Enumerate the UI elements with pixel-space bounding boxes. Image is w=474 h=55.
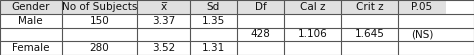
- Text: No of Subjects: No of Subjects: [62, 2, 137, 12]
- Text: 1.35: 1.35: [201, 16, 225, 26]
- Bar: [284, 41, 341, 55]
- Bar: [284, 0, 341, 14]
- Text: 3.37: 3.37: [152, 16, 175, 26]
- Bar: [137, 28, 190, 41]
- Bar: [62, 0, 137, 14]
- Bar: [237, 41, 284, 55]
- Bar: [398, 28, 446, 41]
- Bar: [237, 28, 284, 41]
- Text: 150: 150: [90, 16, 109, 26]
- Text: Male: Male: [18, 16, 43, 26]
- Bar: [190, 28, 237, 41]
- Text: 1.645: 1.645: [355, 29, 385, 39]
- Bar: [0, 0, 62, 14]
- Bar: [137, 14, 190, 28]
- Text: (NS): (NS): [410, 29, 433, 39]
- Text: Sd: Sd: [207, 2, 220, 12]
- Bar: [137, 0, 190, 14]
- Bar: [62, 28, 137, 41]
- Bar: [341, 0, 398, 14]
- Bar: [62, 14, 137, 28]
- Bar: [137, 41, 190, 55]
- Bar: [237, 14, 284, 28]
- Text: 280: 280: [90, 43, 109, 53]
- Text: Df: Df: [255, 2, 266, 12]
- Text: P.05: P.05: [411, 2, 432, 12]
- Text: 3.52: 3.52: [152, 43, 175, 53]
- Bar: [284, 28, 341, 41]
- Text: 428: 428: [251, 29, 271, 39]
- Bar: [398, 14, 446, 28]
- Bar: [0, 14, 62, 28]
- Bar: [341, 28, 398, 41]
- Bar: [0, 28, 62, 41]
- Bar: [398, 0, 446, 14]
- Bar: [398, 41, 446, 55]
- Bar: [284, 14, 341, 28]
- Text: 1.31: 1.31: [201, 43, 225, 53]
- Bar: [62, 41, 137, 55]
- Bar: [190, 41, 237, 55]
- Text: Crit z: Crit z: [356, 2, 383, 12]
- Text: x̅: x̅: [161, 2, 166, 12]
- Text: 1.106: 1.106: [298, 29, 328, 39]
- Text: Female: Female: [12, 43, 50, 53]
- Bar: [190, 0, 237, 14]
- Bar: [0, 41, 62, 55]
- Text: Cal z: Cal z: [300, 2, 326, 12]
- Text: Gender: Gender: [11, 2, 50, 12]
- Bar: [190, 14, 237, 28]
- Bar: [341, 14, 398, 28]
- Bar: [341, 41, 398, 55]
- Bar: [237, 0, 284, 14]
